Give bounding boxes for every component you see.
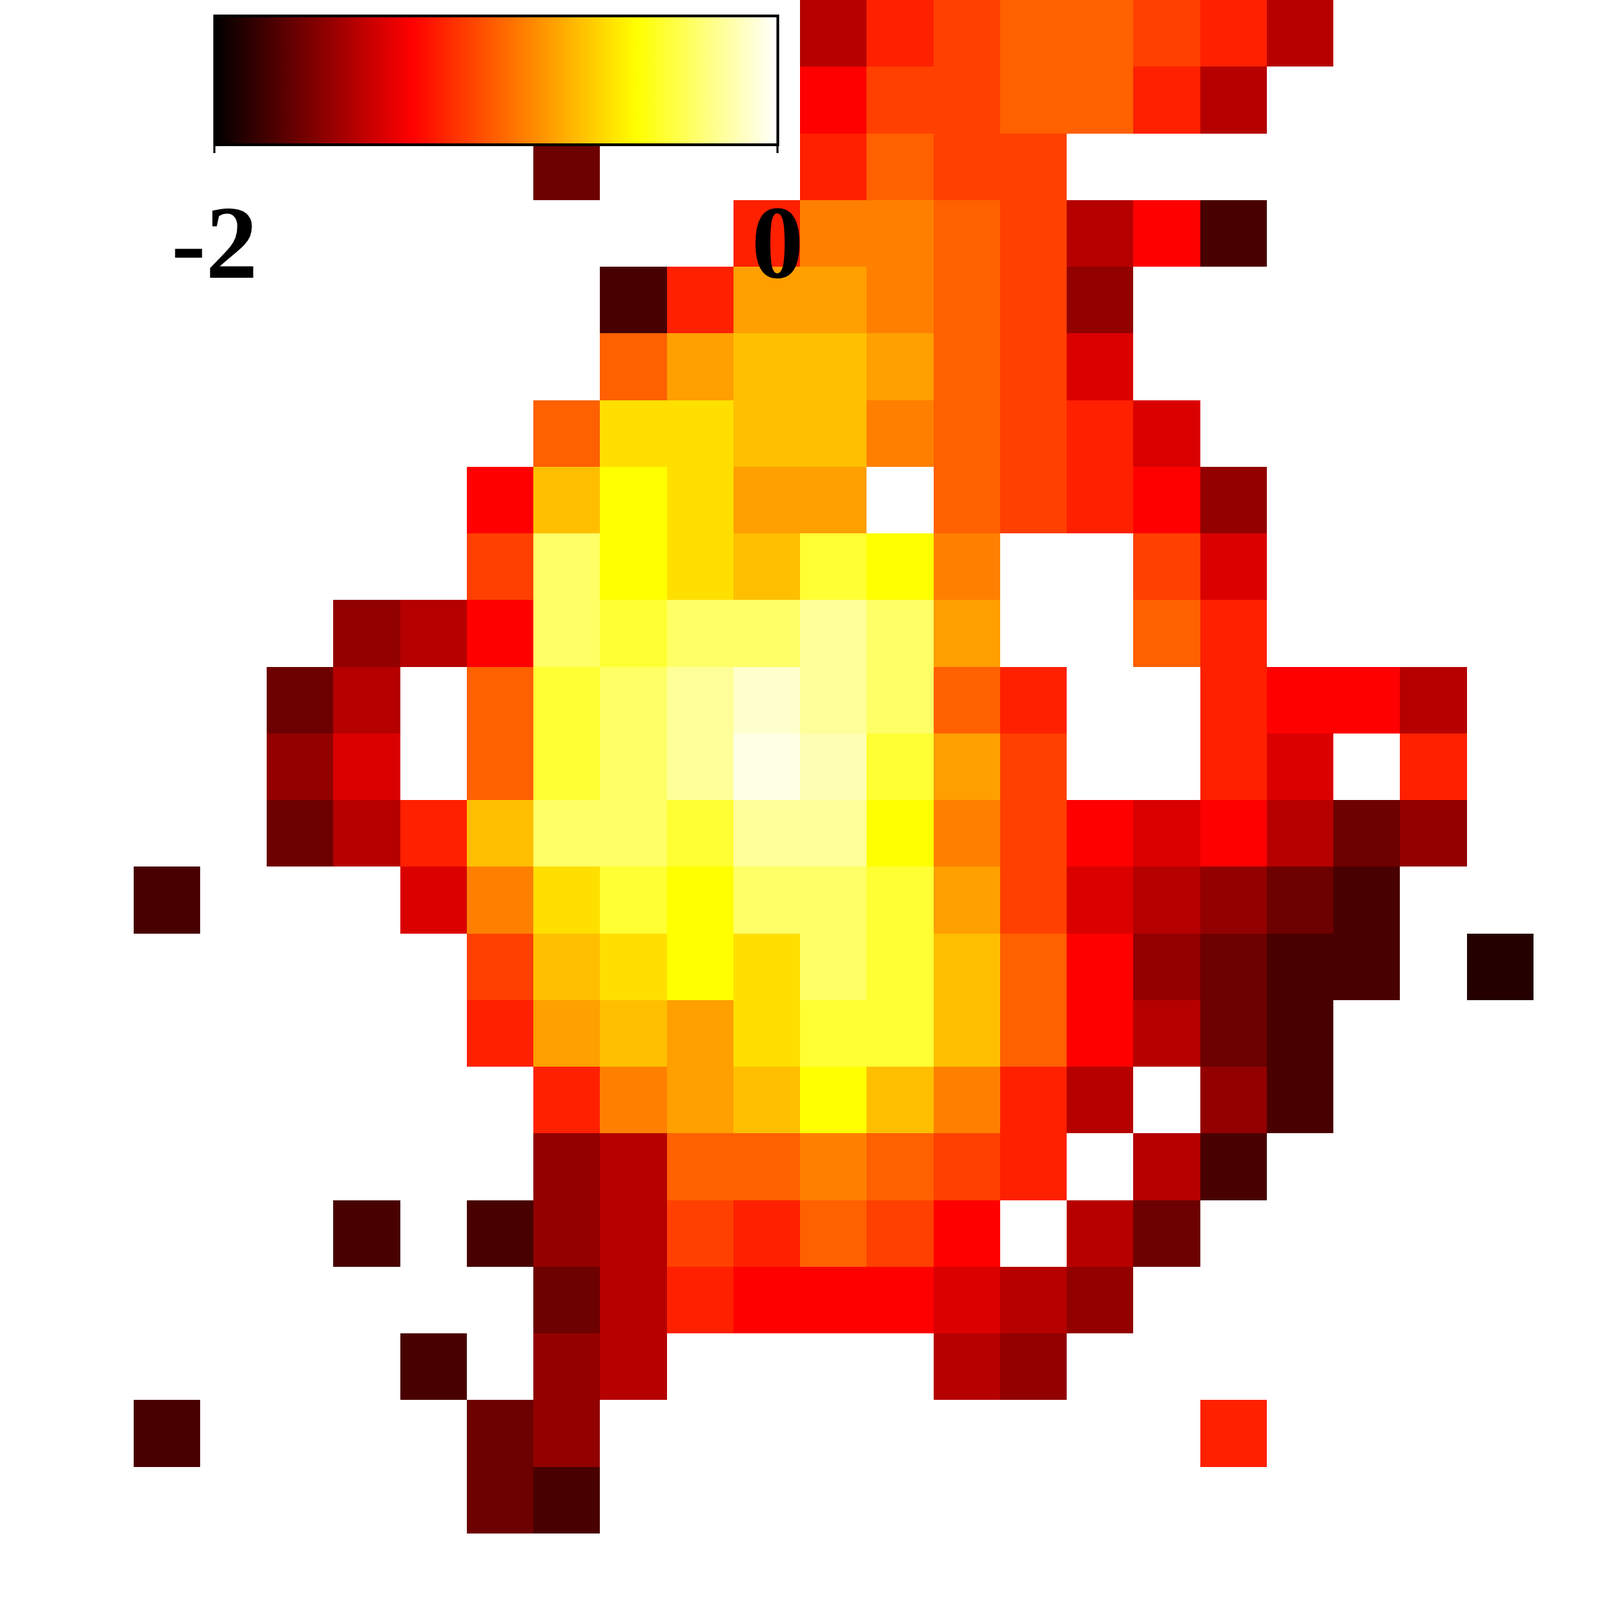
svg-text:-2: -2 [171,184,258,300]
svg-text:0: 0 [751,184,804,300]
